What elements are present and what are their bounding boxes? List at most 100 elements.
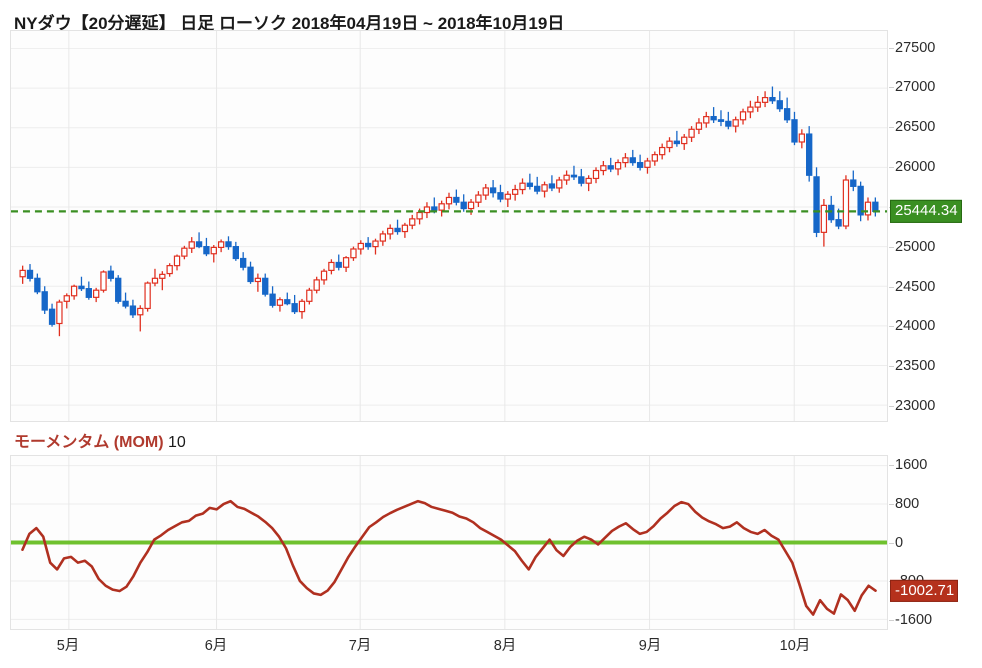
mom-axis-tick-label: 1600 (895, 456, 928, 473)
x-axis-tick-5: 10月 (779, 638, 811, 654)
candlestick (673, 130, 681, 147)
candlestick (769, 86, 776, 104)
x-axis-tick-1: 6月 (204, 638, 228, 654)
candlestick (298, 298, 306, 319)
candlestick (247, 261, 254, 284)
candlestick (306, 287, 313, 305)
candlestick (703, 111, 710, 128)
mom-axis-tick-mark (889, 503, 894, 505)
candlestick (129, 299, 137, 318)
price-axis-tick-mark (889, 127, 894, 129)
candlestick (70, 284, 78, 300)
candlestick (151, 268, 159, 287)
price-axis-tick-label: 27500 (895, 39, 936, 56)
candlestick (548, 175, 556, 192)
candlestick (217, 239, 225, 253)
candlestick (864, 197, 872, 221)
candlestick (828, 195, 835, 223)
candlestick (681, 134, 688, 150)
candlestick (122, 292, 129, 309)
mom-axis-tick-label: -1600 (895, 612, 933, 629)
candlestick-plot[interactable] (11, 31, 887, 421)
candlestick (754, 96, 761, 112)
candlestick (225, 236, 232, 250)
candlestick (511, 184, 519, 201)
candlestick (872, 197, 879, 217)
candlestick (651, 151, 658, 166)
price-axis-tick-label: 25000 (895, 238, 936, 255)
candlestick (115, 275, 122, 304)
price-axis-tick-label: 24500 (895, 278, 936, 295)
candlestick (519, 178, 526, 195)
candlestick (614, 159, 622, 176)
candlestick (806, 126, 813, 182)
candlestick (739, 108, 747, 125)
candlestick (791, 111, 798, 146)
candlestick (372, 238, 379, 255)
mom-axis-tick-label: 800 (895, 495, 920, 512)
candlestick (387, 224, 394, 240)
candlestick (600, 161, 607, 176)
candlestick (695, 118, 703, 135)
candlestick (453, 189, 460, 206)
candlestick (350, 246, 357, 261)
candlestick (688, 126, 695, 142)
candlestick (592, 167, 600, 184)
candlestick (666, 137, 673, 153)
candlestick (556, 176, 563, 193)
indicator-name: モーメンタム (MOM) (14, 434, 164, 451)
price-axis-tick-mark (889, 406, 894, 408)
candlestick (232, 241, 239, 261)
candlestick (195, 232, 203, 249)
x-axis-labels: 5月 6月 7月 8月 9月 10月 (0, 634, 982, 658)
candlestick (534, 176, 541, 195)
price-axis-tick-label: 24000 (895, 318, 936, 335)
candlestick (717, 110, 725, 127)
candlestick (159, 271, 166, 291)
candlestick (636, 154, 644, 171)
candlestick (173, 254, 181, 271)
price-axis-tick-label: 26000 (895, 158, 936, 175)
candlestick (34, 273, 41, 295)
candlestick (710, 107, 717, 123)
candlestick (188, 237, 195, 253)
candlestick (409, 214, 416, 230)
price-axis-tick-label: 27000 (895, 79, 936, 96)
candlestick (313, 276, 320, 294)
x-axis-tick-4: 9月 (638, 638, 662, 654)
mom-axis-tick-mark (889, 464, 894, 466)
price-chart-panel[interactable] (10, 30, 888, 422)
price-axis-tick-mark (889, 246, 894, 248)
candlestick (820, 199, 828, 247)
candlestick (504, 191, 511, 207)
momentum-plot[interactable] (11, 456, 887, 629)
mom-axis-tick-mark (889, 542, 894, 544)
candlestick (622, 153, 629, 168)
momentum-chart-panel[interactable] (10, 455, 888, 630)
candlestick (541, 181, 548, 198)
candlestick (607, 157, 614, 173)
candlestick (26, 264, 34, 282)
candlestick (401, 222, 409, 238)
price-axis-tick-mark (889, 87, 894, 89)
mom-axis-tick-mark (889, 620, 894, 622)
candlestick (578, 168, 585, 187)
candlestick (776, 91, 783, 112)
current-price-badge: 25444.34 (890, 200, 962, 223)
candlestick (850, 170, 857, 192)
candlestick (291, 294, 298, 314)
mom-axis-tick-label: 0 (895, 534, 904, 551)
candlestick (254, 273, 262, 292)
candlestick (563, 170, 570, 185)
candlestick (857, 181, 864, 222)
price-axis-tick-mark (889, 366, 894, 368)
candlestick (761, 91, 769, 108)
price-axis-tick-label: 26500 (895, 118, 936, 135)
candlestick (357, 240, 364, 255)
momentum-line (21, 499, 877, 616)
candlestick (92, 287, 100, 303)
candlestick (100, 270, 107, 293)
candlestick (320, 268, 328, 285)
indicator-title: モーメンタム (MOM) 10 (14, 428, 186, 452)
